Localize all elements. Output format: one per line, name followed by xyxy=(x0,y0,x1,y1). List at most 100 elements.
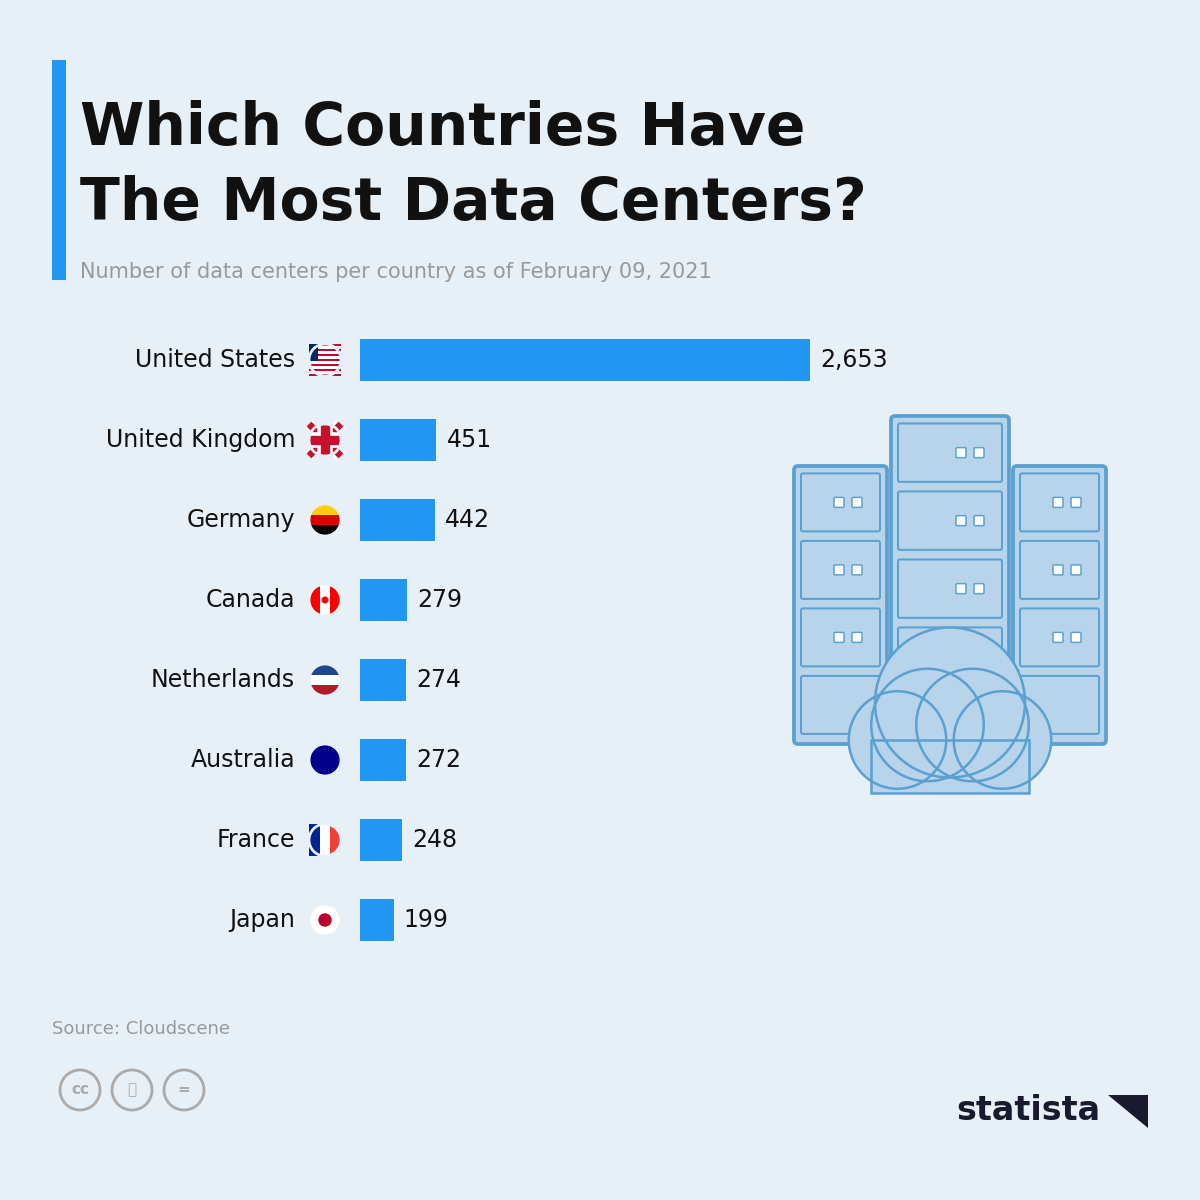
FancyBboxPatch shape xyxy=(956,516,966,526)
Text: =: = xyxy=(178,1082,191,1098)
Bar xyxy=(310,674,341,685)
FancyBboxPatch shape xyxy=(834,632,844,642)
Text: 2,653: 2,653 xyxy=(820,348,888,372)
Circle shape xyxy=(871,668,984,781)
FancyBboxPatch shape xyxy=(956,652,966,661)
Circle shape xyxy=(310,824,341,856)
FancyBboxPatch shape xyxy=(1020,608,1099,666)
FancyBboxPatch shape xyxy=(802,473,880,532)
Text: Japan: Japan xyxy=(229,908,295,932)
Bar xyxy=(871,740,1028,792)
Text: Source: Cloudscene: Source: Cloudscene xyxy=(52,1020,230,1038)
Circle shape xyxy=(318,913,331,926)
Bar xyxy=(360,659,407,701)
FancyBboxPatch shape xyxy=(1013,466,1106,744)
Wedge shape xyxy=(310,584,325,616)
Bar xyxy=(319,824,330,856)
Circle shape xyxy=(310,424,341,456)
FancyBboxPatch shape xyxy=(890,416,1009,764)
Circle shape xyxy=(954,691,1051,788)
FancyBboxPatch shape xyxy=(898,559,1002,618)
Circle shape xyxy=(848,691,947,788)
Circle shape xyxy=(322,596,329,604)
Text: 248: 248 xyxy=(412,828,457,852)
Text: Which Countries Have: Which Countries Have xyxy=(80,100,805,157)
FancyBboxPatch shape xyxy=(898,696,1002,754)
Text: France: France xyxy=(216,828,295,852)
FancyBboxPatch shape xyxy=(834,497,844,508)
Text: 199: 199 xyxy=(403,908,449,932)
Bar xyxy=(360,899,394,941)
Bar xyxy=(360,820,402,860)
FancyBboxPatch shape xyxy=(852,632,862,642)
FancyBboxPatch shape xyxy=(1054,497,1063,508)
Wedge shape xyxy=(310,520,341,536)
Text: 274: 274 xyxy=(416,668,462,692)
Bar xyxy=(52,60,66,280)
FancyBboxPatch shape xyxy=(834,565,844,575)
Circle shape xyxy=(875,628,1025,778)
Bar xyxy=(310,349,341,352)
Text: 279: 279 xyxy=(418,588,462,612)
FancyBboxPatch shape xyxy=(802,608,880,666)
Bar xyxy=(310,354,341,356)
Text: cc: cc xyxy=(71,1082,89,1098)
FancyBboxPatch shape xyxy=(974,652,984,661)
FancyBboxPatch shape xyxy=(852,497,862,508)
Circle shape xyxy=(310,664,341,696)
Circle shape xyxy=(917,668,1028,781)
Text: 272: 272 xyxy=(416,748,461,772)
FancyBboxPatch shape xyxy=(1020,676,1099,734)
Text: The Most Data Centers?: The Most Data Centers? xyxy=(80,175,866,232)
FancyBboxPatch shape xyxy=(802,541,880,599)
FancyBboxPatch shape xyxy=(1054,565,1063,575)
Text: Australia: Australia xyxy=(191,748,295,772)
Bar xyxy=(871,740,1028,792)
FancyBboxPatch shape xyxy=(974,516,984,526)
Text: Germany: Germany xyxy=(186,508,295,532)
Text: Number of data centers per country as of February 09, 2021: Number of data centers per country as of… xyxy=(80,262,712,282)
Text: 451: 451 xyxy=(446,428,492,452)
Bar xyxy=(360,499,434,541)
Bar xyxy=(310,344,341,347)
Bar xyxy=(360,580,407,620)
Bar xyxy=(310,373,341,376)
Text: ⓘ: ⓘ xyxy=(127,1082,137,1098)
FancyBboxPatch shape xyxy=(974,448,984,457)
Circle shape xyxy=(310,504,341,536)
Polygon shape xyxy=(1108,1094,1148,1128)
FancyBboxPatch shape xyxy=(1020,541,1099,599)
Bar xyxy=(310,364,341,366)
FancyBboxPatch shape xyxy=(1072,565,1081,575)
Bar xyxy=(360,340,810,380)
Text: 442: 442 xyxy=(445,508,490,532)
FancyBboxPatch shape xyxy=(974,583,984,594)
Bar xyxy=(310,368,341,371)
FancyBboxPatch shape xyxy=(898,628,1002,686)
FancyBboxPatch shape xyxy=(956,448,966,457)
Text: Canada: Canada xyxy=(205,588,295,612)
Bar xyxy=(319,584,330,616)
FancyBboxPatch shape xyxy=(1054,632,1063,642)
FancyBboxPatch shape xyxy=(1020,473,1099,532)
Text: United States: United States xyxy=(134,348,295,372)
FancyBboxPatch shape xyxy=(802,676,880,734)
Circle shape xyxy=(310,904,341,936)
Bar xyxy=(310,824,319,856)
Bar xyxy=(360,419,437,461)
Circle shape xyxy=(310,744,341,776)
FancyBboxPatch shape xyxy=(956,583,966,594)
Bar xyxy=(310,674,341,685)
Text: Netherlands: Netherlands xyxy=(151,668,295,692)
FancyBboxPatch shape xyxy=(1072,632,1081,642)
FancyBboxPatch shape xyxy=(898,424,1002,482)
Circle shape xyxy=(310,584,341,616)
Circle shape xyxy=(310,344,341,376)
Text: United Kingdom: United Kingdom xyxy=(106,428,295,452)
FancyBboxPatch shape xyxy=(852,565,862,575)
Bar xyxy=(310,344,318,361)
FancyBboxPatch shape xyxy=(1072,497,1081,508)
Bar xyxy=(360,739,406,781)
FancyBboxPatch shape xyxy=(898,492,1002,550)
Wedge shape xyxy=(310,664,341,680)
